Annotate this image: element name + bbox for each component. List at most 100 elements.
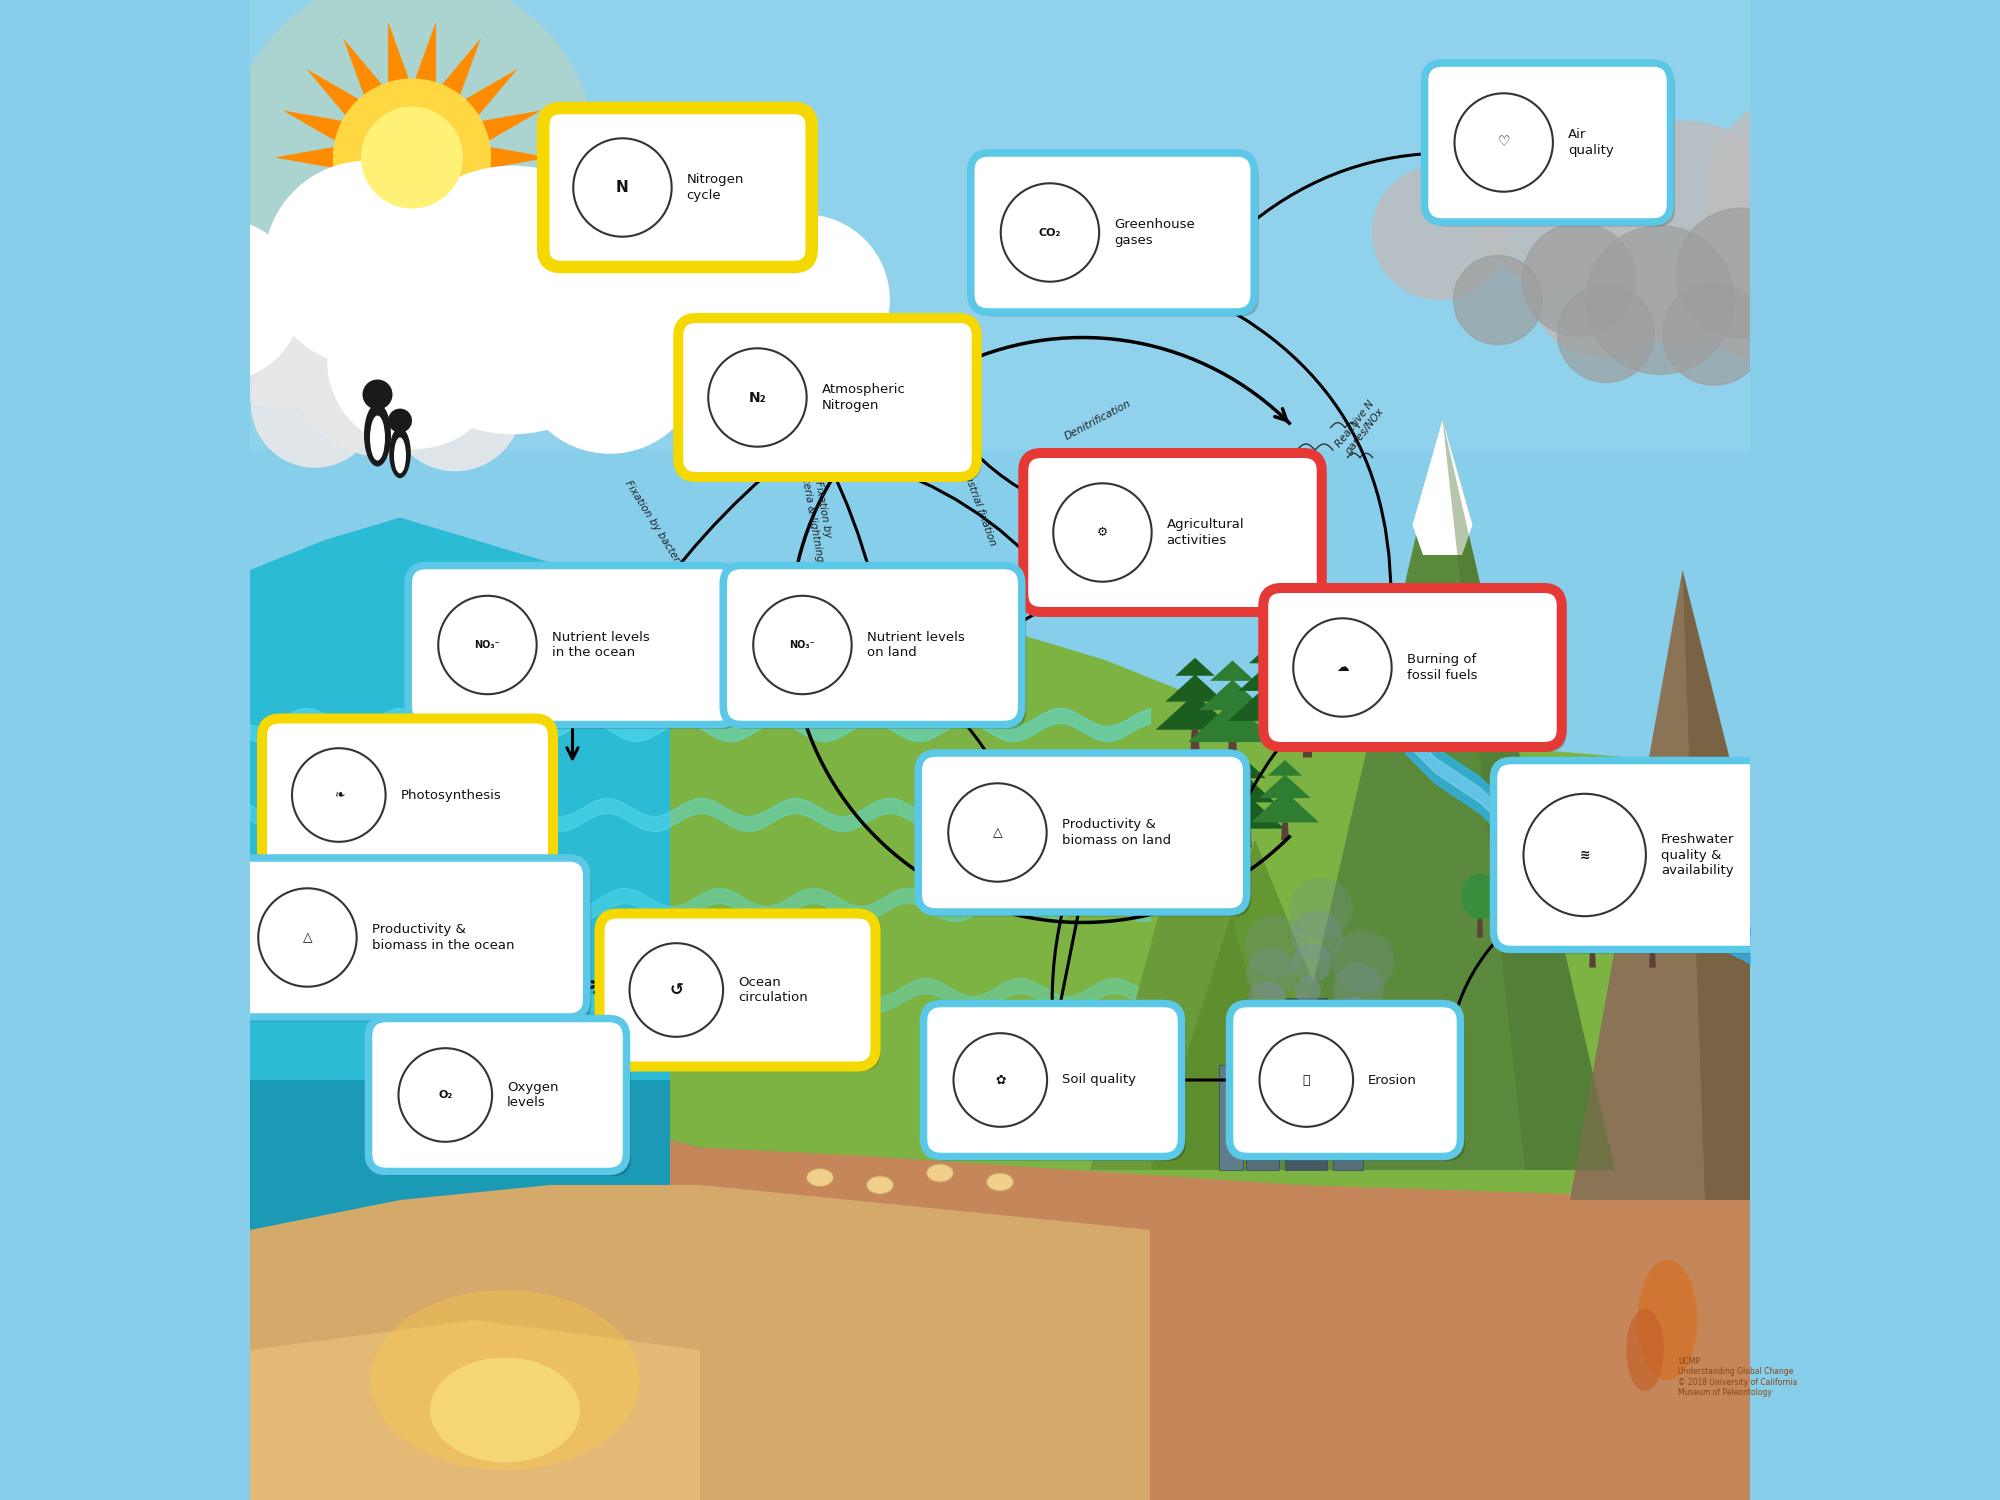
Circle shape <box>534 298 658 422</box>
Circle shape <box>1336 1029 1364 1056</box>
FancyBboxPatch shape <box>1424 63 1670 222</box>
Ellipse shape <box>1632 897 1674 946</box>
Polygon shape <box>1570 570 1750 1200</box>
Polygon shape <box>1276 680 1338 706</box>
Polygon shape <box>442 38 480 94</box>
Polygon shape <box>1248 644 1292 663</box>
Circle shape <box>1294 618 1392 717</box>
FancyBboxPatch shape <box>1230 1004 1460 1156</box>
Polygon shape <box>1536 918 1544 938</box>
FancyBboxPatch shape <box>262 718 552 872</box>
FancyBboxPatch shape <box>1246 1035 1280 1170</box>
FancyBboxPatch shape <box>1280 1116 1342 1152</box>
Polygon shape <box>670 1140 1750 1500</box>
Circle shape <box>1622 837 1644 858</box>
FancyBboxPatch shape <box>1498 765 1772 954</box>
Polygon shape <box>388 232 408 292</box>
Ellipse shape <box>1638 1260 1698 1380</box>
Ellipse shape <box>806 1168 834 1186</box>
Circle shape <box>1454 93 1552 192</box>
Polygon shape <box>1210 795 1284 828</box>
Circle shape <box>252 340 378 466</box>
Text: N: N <box>616 180 628 195</box>
Ellipse shape <box>1542 882 1584 932</box>
Polygon shape <box>1176 657 1214 675</box>
Circle shape <box>1372 165 1506 300</box>
Circle shape <box>1662 282 1766 386</box>
Ellipse shape <box>1498 888 1536 933</box>
Polygon shape <box>250 1185 1150 1500</box>
Circle shape <box>264 162 468 366</box>
FancyBboxPatch shape <box>1234 1008 1464 1161</box>
Text: Fixation by
bacteria & lightning: Fixation by bacteria & lightning <box>798 458 836 562</box>
Polygon shape <box>344 38 382 94</box>
Polygon shape <box>1156 693 1234 730</box>
Polygon shape <box>1288 662 1328 681</box>
Circle shape <box>1676 209 1806 338</box>
Text: Productivity &
biomass in the ocean: Productivity & biomass in the ocean <box>372 922 514 952</box>
Polygon shape <box>1412 420 1472 555</box>
Polygon shape <box>466 69 518 116</box>
Text: Atmospheric
Nitrogen: Atmospheric Nitrogen <box>822 384 906 412</box>
FancyBboxPatch shape <box>368 1019 626 1172</box>
Circle shape <box>292 748 386 842</box>
Text: Nitrogen
cycle: Nitrogen cycle <box>686 174 744 202</box>
Text: Agricultural
activities: Agricultural activities <box>1166 519 1244 548</box>
Polygon shape <box>1590 946 1596 968</box>
Ellipse shape <box>1572 897 1614 946</box>
Polygon shape <box>250 0 1750 450</box>
Text: Erosion: Erosion <box>1368 1074 1416 1086</box>
Ellipse shape <box>364 404 392 466</box>
FancyBboxPatch shape <box>544 108 812 267</box>
Ellipse shape <box>430 1358 580 1462</box>
Polygon shape <box>1344 693 1422 730</box>
Circle shape <box>1290 878 1352 940</box>
Polygon shape <box>1378 730 1388 750</box>
Ellipse shape <box>1626 1308 1664 1392</box>
Text: ⚙: ⚙ <box>1096 526 1108 538</box>
Circle shape <box>116 302 232 418</box>
Polygon shape <box>1250 792 1320 822</box>
Polygon shape <box>250 1320 700 1500</box>
Polygon shape <box>1230 762 1266 778</box>
Text: O₂: O₂ <box>438 1090 452 1100</box>
Circle shape <box>954 1034 1048 1126</box>
Text: Reactive N
gases/NOx: Reactive N gases/NOx <box>1334 399 1386 456</box>
Polygon shape <box>1244 828 1252 848</box>
Circle shape <box>1854 162 1996 303</box>
FancyBboxPatch shape <box>924 1004 1182 1156</box>
Polygon shape <box>1560 932 1566 952</box>
Ellipse shape <box>1462 873 1498 918</box>
Ellipse shape <box>394 438 406 474</box>
FancyBboxPatch shape <box>928 1008 1186 1161</box>
Circle shape <box>362 380 392 410</box>
Circle shape <box>630 944 724 1036</box>
Ellipse shape <box>370 416 384 460</box>
Ellipse shape <box>1576 847 1608 868</box>
Circle shape <box>228 0 596 342</box>
FancyBboxPatch shape <box>970 153 1254 312</box>
Polygon shape <box>466 200 518 246</box>
Polygon shape <box>1176 792 1244 822</box>
Text: Ocean
circulation: Ocean circulation <box>738 976 808 1005</box>
Ellipse shape <box>1602 882 1644 932</box>
FancyBboxPatch shape <box>682 322 982 482</box>
FancyBboxPatch shape <box>678 318 976 477</box>
Circle shape <box>1292 944 1332 982</box>
Ellipse shape <box>926 1164 954 1182</box>
Circle shape <box>1000 183 1100 282</box>
Text: ❧: ❧ <box>334 789 344 801</box>
Circle shape <box>1600 847 1620 868</box>
Polygon shape <box>1268 760 1302 776</box>
Text: Greenhouse
gases: Greenhouse gases <box>1114 219 1194 246</box>
Circle shape <box>1524 794 1646 916</box>
Text: UCMP
Understanding Global Change
© 2018 University of California
Museum of Paleo: UCMP Understanding Global Change © 2018 … <box>1678 1358 1798 1396</box>
FancyBboxPatch shape <box>232 862 592 1022</box>
Polygon shape <box>1266 699 1348 736</box>
Polygon shape <box>416 232 436 292</box>
Polygon shape <box>1282 822 1288 840</box>
Text: ⛰: ⛰ <box>1302 1074 1310 1086</box>
Polygon shape <box>250 518 1150 1500</box>
Circle shape <box>1334 996 1374 1035</box>
Text: Burning of
fossil fuels: Burning of fossil fuels <box>1406 654 1478 681</box>
